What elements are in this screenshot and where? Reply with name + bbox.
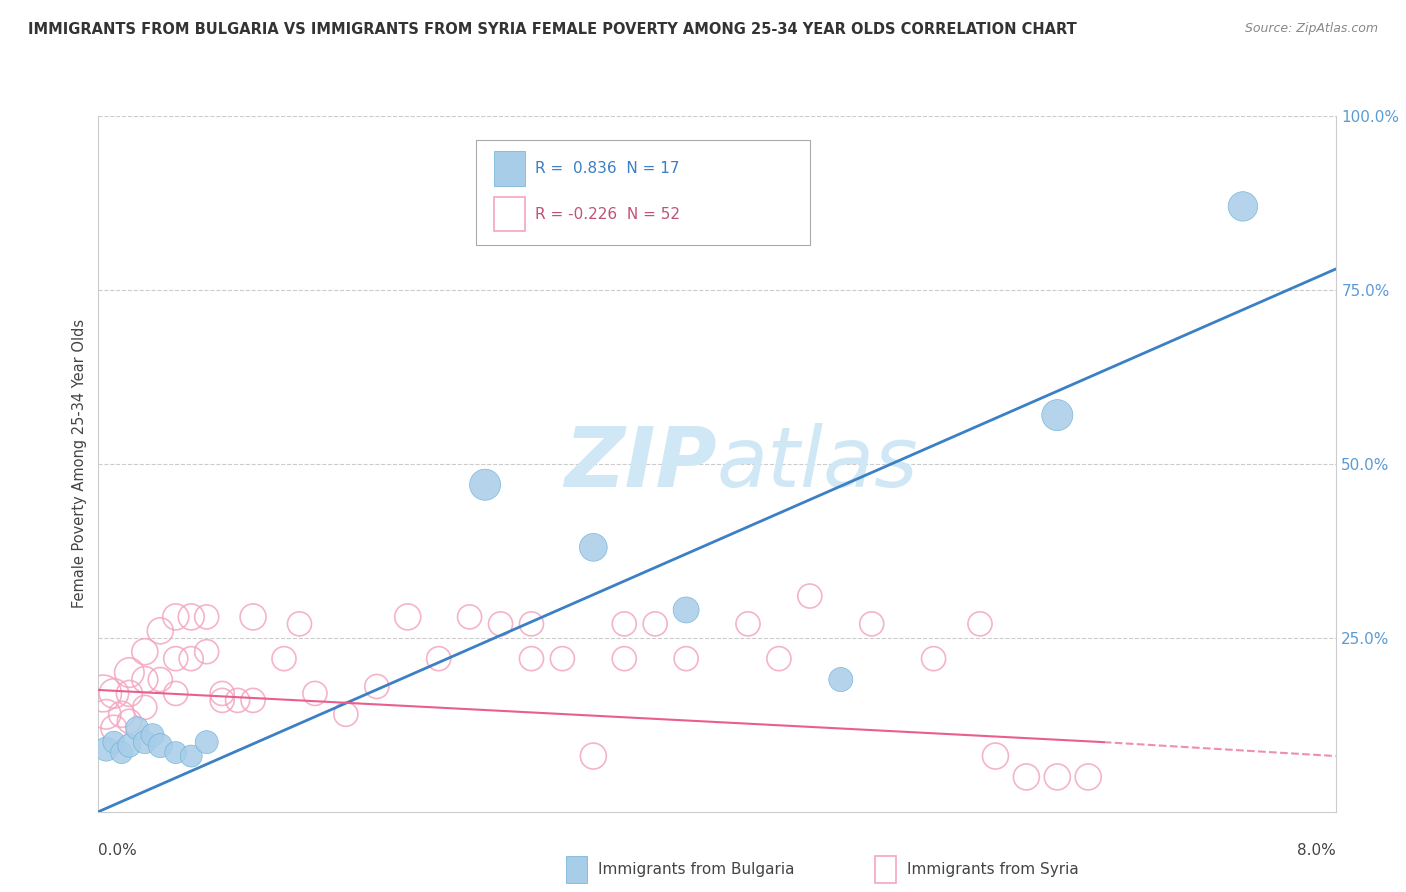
Point	[830, 673, 852, 687]
Point	[366, 680, 388, 694]
Point	[127, 721, 149, 735]
Point	[195, 610, 218, 624]
Point	[335, 707, 357, 722]
Point	[799, 589, 821, 603]
Point	[644, 616, 666, 631]
Point	[165, 651, 187, 665]
Text: IMMIGRANTS FROM BULGARIA VS IMMIGRANTS FROM SYRIA FEMALE POVERTY AMONG 25-34 YEA: IMMIGRANTS FROM BULGARIA VS IMMIGRANTS F…	[28, 22, 1077, 37]
Bar	[495, 196, 526, 231]
Point	[922, 651, 945, 665]
Text: R = -0.226  N = 52: R = -0.226 N = 52	[536, 207, 681, 221]
Point	[134, 700, 156, 714]
Bar	[495, 151, 526, 186]
Point	[273, 651, 295, 665]
Point	[675, 603, 697, 617]
Point	[103, 735, 125, 749]
Point	[458, 610, 481, 624]
Point	[396, 610, 419, 624]
Point	[582, 541, 605, 555]
Point	[195, 735, 218, 749]
Point	[149, 673, 172, 687]
Text: R =  0.836  N = 17: R = 0.836 N = 17	[536, 161, 679, 176]
Point	[675, 651, 697, 665]
Point	[1046, 770, 1069, 784]
Text: Immigrants from Syria: Immigrants from Syria	[907, 863, 1078, 877]
Point	[195, 645, 218, 659]
Text: Source: ZipAtlas.com: Source: ZipAtlas.com	[1244, 22, 1378, 36]
Point	[551, 651, 574, 665]
Point	[1015, 770, 1038, 784]
Text: Immigrants from Bulgaria: Immigrants from Bulgaria	[598, 863, 794, 877]
Point	[768, 651, 790, 665]
Point	[103, 721, 125, 735]
Point	[1232, 199, 1254, 213]
Point	[582, 749, 605, 764]
Y-axis label: Female Poverty Among 25-34 Year Olds: Female Poverty Among 25-34 Year Olds	[72, 319, 87, 608]
Point	[984, 749, 1007, 764]
Point	[165, 746, 187, 760]
Point	[165, 686, 187, 700]
Point	[180, 610, 202, 624]
Point	[118, 714, 141, 729]
Point	[1077, 770, 1099, 784]
Text: ZIP: ZIP	[564, 424, 717, 504]
Point	[613, 616, 636, 631]
Point	[242, 610, 264, 624]
Point	[165, 610, 187, 624]
Point	[96, 742, 118, 756]
Point	[111, 746, 134, 760]
Point	[91, 686, 114, 700]
Point	[118, 686, 141, 700]
Point	[180, 651, 202, 665]
Point	[520, 616, 543, 631]
Point	[520, 651, 543, 665]
Point	[737, 616, 759, 631]
Point	[118, 739, 141, 753]
Text: atlas: atlas	[717, 424, 918, 504]
Point	[242, 693, 264, 707]
Point	[211, 693, 233, 707]
Text: 8.0%: 8.0%	[1296, 843, 1336, 858]
Point	[111, 707, 134, 722]
Point	[969, 616, 991, 631]
FancyBboxPatch shape	[475, 140, 810, 244]
Point	[134, 735, 156, 749]
Point	[180, 749, 202, 764]
Point	[860, 616, 883, 631]
Point	[149, 739, 172, 753]
Point	[134, 673, 156, 687]
Point	[304, 686, 326, 700]
Point	[288, 616, 311, 631]
Point	[149, 624, 172, 638]
Point	[96, 707, 118, 722]
Point	[474, 477, 496, 491]
Point	[613, 651, 636, 665]
Point	[134, 645, 156, 659]
Point	[427, 651, 450, 665]
Point	[211, 686, 233, 700]
Point	[103, 686, 125, 700]
Text: 0.0%: 0.0%	[98, 843, 138, 858]
Point	[118, 665, 141, 680]
Point	[489, 616, 512, 631]
Point	[1046, 408, 1069, 422]
Point	[142, 728, 165, 742]
Point	[226, 693, 249, 707]
